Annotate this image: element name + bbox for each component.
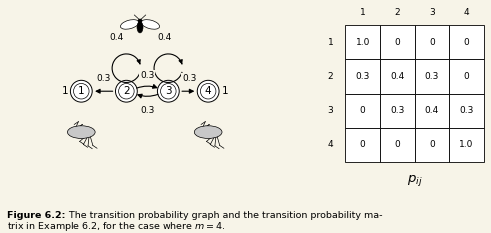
Text: 0: 0 [394, 38, 400, 47]
Text: 4: 4 [464, 8, 469, 17]
Text: 1.0: 1.0 [355, 38, 370, 47]
Circle shape [74, 83, 89, 99]
Text: 2: 2 [123, 86, 130, 96]
Text: 0.4: 0.4 [157, 33, 171, 42]
Text: 1: 1 [221, 86, 228, 96]
Ellipse shape [141, 20, 160, 29]
Text: 2: 2 [327, 72, 333, 81]
Text: 3: 3 [327, 106, 333, 115]
Text: 0: 0 [360, 140, 366, 149]
Text: 0: 0 [464, 72, 469, 81]
Text: 2: 2 [394, 8, 400, 17]
Text: 0.3: 0.3 [355, 72, 370, 81]
Bar [414, 128, 449, 162]
Text: $p_{ij}$: $p_{ij}$ [407, 173, 422, 188]
Text: Figure 6.2:: Figure 6.2: [7, 211, 66, 220]
Bar [449, 25, 484, 59]
Bar [346, 128, 380, 162]
Text: 1: 1 [78, 86, 84, 96]
Ellipse shape [138, 19, 142, 22]
Bar [380, 59, 414, 93]
Text: 3: 3 [429, 8, 435, 17]
Bar [414, 93, 449, 128]
Bar [346, 59, 380, 93]
Circle shape [200, 83, 216, 99]
Text: 0.3: 0.3 [459, 106, 473, 115]
Circle shape [70, 80, 92, 102]
Text: 0.3: 0.3 [96, 74, 110, 83]
Ellipse shape [67, 126, 95, 138]
Circle shape [158, 80, 179, 102]
Bar [449, 128, 484, 162]
Circle shape [119, 83, 134, 99]
Circle shape [197, 80, 219, 102]
Text: 0: 0 [394, 140, 400, 149]
Bar [346, 25, 380, 59]
Text: 0.3: 0.3 [425, 72, 439, 81]
Text: 0: 0 [464, 38, 469, 47]
Text: 0.3: 0.3 [140, 71, 155, 80]
Text: 0: 0 [360, 106, 366, 115]
Circle shape [115, 80, 137, 102]
Bar [380, 93, 414, 128]
Text: 0.4: 0.4 [390, 72, 405, 81]
Text: 1: 1 [360, 8, 366, 17]
Bar [380, 25, 414, 59]
Bar [449, 59, 484, 93]
Bar [346, 93, 380, 128]
Ellipse shape [137, 22, 143, 33]
Text: 1: 1 [62, 86, 69, 96]
Bar [414, 25, 449, 59]
Text: trix in Example 6.2, for the case where $m = 4$.: trix in Example 6.2, for the case where … [7, 220, 226, 233]
Text: 0.3: 0.3 [140, 106, 155, 115]
Text: 4: 4 [327, 140, 333, 149]
Text: 0.3: 0.3 [390, 106, 405, 115]
Text: 1: 1 [327, 38, 333, 47]
Text: 0: 0 [429, 38, 435, 47]
Text: 0.4: 0.4 [425, 106, 439, 115]
Text: 3: 3 [165, 86, 172, 96]
Ellipse shape [194, 126, 222, 138]
Ellipse shape [120, 20, 139, 29]
Bar [449, 93, 484, 128]
Text: 4: 4 [205, 86, 212, 96]
Text: 0.4: 0.4 [110, 33, 124, 42]
Text: 0: 0 [429, 140, 435, 149]
Text: The transition probability graph and the transition probability ma-: The transition probability graph and the… [66, 211, 382, 220]
Circle shape [161, 83, 176, 99]
Bar [414, 59, 449, 93]
Bar [380, 128, 414, 162]
Text: 0.3: 0.3 [182, 74, 196, 83]
Text: 1.0: 1.0 [459, 140, 473, 149]
